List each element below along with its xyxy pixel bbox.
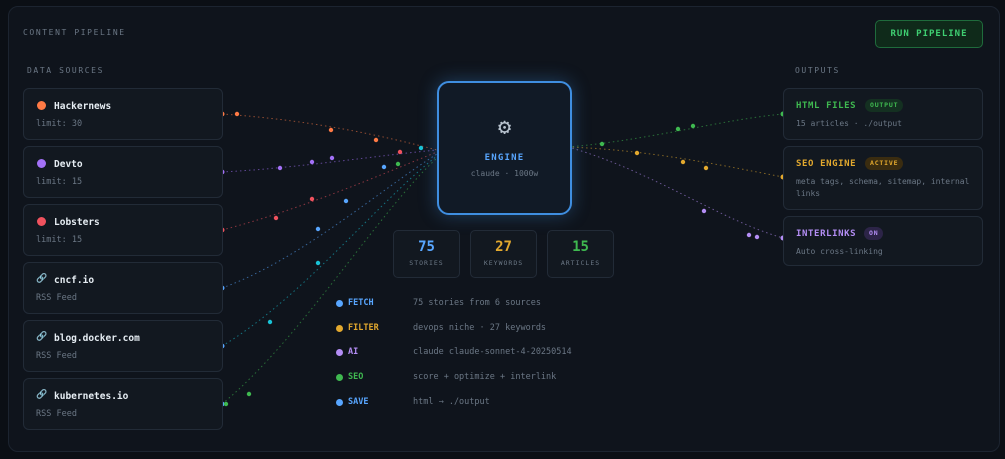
output-card-seo[interactable]: SEO ENGINE ACTIVE meta tags, schema, sit… [783, 146, 983, 210]
source-card-hackernews[interactable]: Hackernews limit: 30 [23, 88, 223, 140]
outputs-heading: OUTPUTS [795, 66, 840, 75]
step-dot-icon [336, 300, 343, 307]
source-card-lobsters[interactable]: Lobsters limit: 15 [23, 204, 223, 256]
step-label: FILTER [348, 323, 379, 333]
stat-value: 15 [572, 239, 589, 255]
stat-stories: 75 STORIES [393, 230, 460, 278]
status-badge: ON [864, 227, 884, 240]
step-desc: 75 stories from 6 sources [413, 298, 541, 308]
step-desc: claude claude-sonnet-4-20250514 [413, 347, 572, 357]
link-icon: 🔗 [36, 274, 48, 284]
gear-icon: ⚙ [497, 115, 512, 140]
step-dot-icon [336, 325, 343, 332]
output-desc: Auto cross-linking [796, 247, 883, 256]
step-desc: score + optimize + interlink [413, 372, 557, 382]
engine-title: ENGINE [484, 153, 525, 163]
output-desc: meta tags, schema, sitemap, internal lin… [796, 177, 970, 198]
step-dot-icon [336, 374, 343, 381]
run-pipeline-button[interactable]: RUN PIPELINE [875, 20, 983, 48]
stat-value: 27 [495, 239, 512, 255]
source-sub: RSS Feed [36, 409, 77, 419]
source-name: blog.docker.com [54, 333, 140, 344]
step-label: SAVE [348, 397, 369, 407]
source-name: Devto [54, 159, 83, 170]
stat-label: STORIES [409, 259, 444, 267]
source-name: Lobsters [54, 217, 100, 228]
source-sub: limit: 30 [36, 119, 83, 129]
page-title: CONTENT PIPELINE [23, 28, 126, 37]
lobsters-dot-icon [37, 217, 46, 226]
step-label: SEO [348, 372, 364, 382]
status-badge: OUTPUT [865, 99, 904, 112]
link-icon: 🔗 [36, 390, 48, 400]
source-card-docker[interactable]: 🔗 blog.docker.com RSS Feed [23, 320, 223, 372]
devto-dot-icon [37, 159, 46, 168]
step-desc: devops niche · 27 keywords [413, 323, 547, 333]
stat-keywords: 27 KEYWORDS [470, 230, 537, 278]
source-name: kubernetes.io [54, 391, 129, 402]
source-name: cncf.io [54, 275, 95, 286]
engine-node[interactable]: ⚙ ENGINE claude · 1000w [437, 81, 572, 215]
source-card-devto[interactable]: Devto limit: 15 [23, 146, 223, 198]
source-sub: RSS Feed [36, 293, 77, 303]
step-dot-icon [336, 349, 343, 356]
output-card-interlinks[interactable]: INTERLINKS ON Auto cross-linking [783, 216, 983, 266]
hackernews-dot-icon [37, 101, 46, 110]
source-sub: RSS Feed [36, 351, 77, 361]
stat-label: KEYWORDS [483, 259, 524, 267]
source-card-cncf[interactable]: 🔗 cncf.io RSS Feed [23, 262, 223, 314]
stat-label: ARTICLES [560, 259, 601, 267]
engine-subtitle: claude · 1000w [470, 169, 539, 178]
output-desc: 15 articles · ./output [796, 119, 902, 128]
source-card-kubernetes[interactable]: 🔗 kubernetes.io RSS Feed [23, 378, 223, 430]
source-sub: limit: 15 [36, 235, 83, 245]
link-icon: 🔗 [36, 332, 48, 342]
output-title: INTERLINKS [796, 229, 857, 239]
step-desc: html → ./output [413, 397, 490, 407]
data-sources-heading: DATA SOURCES [27, 66, 104, 75]
output-title: HTML FILES [796, 101, 857, 111]
source-sub: limit: 15 [36, 177, 83, 187]
output-card-html[interactable]: HTML FILES OUTPUT 15 articles · ./output [783, 88, 983, 140]
step-label: AI [348, 347, 359, 357]
status-badge: ACTIVE [865, 157, 904, 170]
stat-articles: 15 ARTICLES [547, 230, 614, 278]
step-label: FETCH [348, 298, 374, 308]
output-title: SEO ENGINE [796, 159, 857, 169]
stat-value: 75 [418, 239, 435, 255]
source-name: Hackernews [54, 101, 112, 112]
step-dot-icon [336, 399, 343, 406]
